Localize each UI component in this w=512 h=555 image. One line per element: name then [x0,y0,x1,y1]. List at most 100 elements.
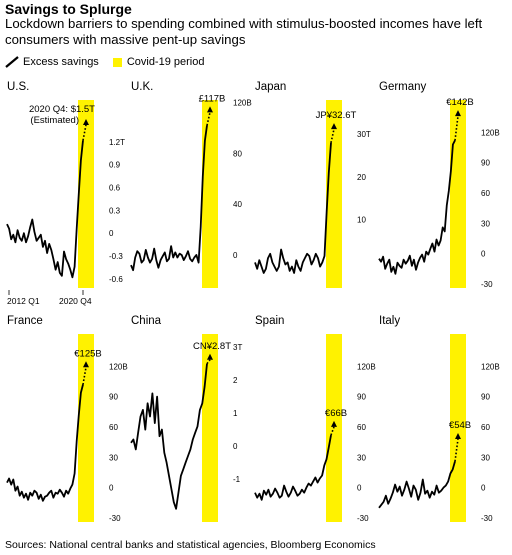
value-annotation: CN¥2.8T [193,341,231,352]
chart-title: Savings to Splurge [5,1,132,17]
y-tick-label: 30T [357,130,371,139]
y-tick-label: 120B [109,362,128,371]
y-tick-label: -30 [357,514,369,523]
y-tick-label: 60 [481,423,490,432]
y-tick-label: 90 [109,393,118,402]
y-tick-label: 120B [233,99,252,108]
y-tick-label: 2 [233,376,238,385]
panel-spain: Spain -30 0 30 60 90 120B €66B [254,315,376,523]
value-annotation-note: (Estimated) [30,115,79,126]
excess-savings-line [378,139,456,275]
value-annotation: €125B [74,348,101,359]
y-tick-label: 0.3 [109,206,121,215]
x-tick-label: 2012 Q1 [7,296,40,306]
value-annotation: €54B [449,420,471,431]
covid-band [78,100,94,288]
y-tick-label: -30 [481,514,493,523]
excess-savings-line [378,461,456,509]
y-tick-label: 30 [109,453,118,462]
estimate-dotted-line [330,128,335,143]
y-tick-label: 90 [481,393,490,402]
panel-u-s: U.S. -0.6 -0.3 0 0.3 0.6 0.9 1.2T 2012 Q1 2020 Q4… [6,81,125,306]
panel-u-k: U.K. 0 40 80 120B £117B [130,81,252,288]
covid-band [78,334,94,522]
estimate-dotted-line [454,438,459,462]
legend: Excess savings Covid-19 period [5,54,218,70]
y-tick-label: 120B [481,362,500,371]
panel-title: Germany [379,81,427,93]
y-tick-label: 0.9 [109,161,121,170]
panel-title: Italy [379,315,400,327]
panel-germany: Germany -30 0 30 60 90 120B €142B [378,81,500,289]
estimate-dotted-line [454,116,459,141]
excess-savings-line [130,363,208,510]
estimate-dotted-line [82,124,87,141]
excess-savings-line [6,384,84,502]
value-annotation: £117B [199,93,226,104]
estimate-arrow-icon [83,119,89,126]
y-tick-label: 30 [357,453,366,462]
y-tick-label: 30 [481,453,490,462]
estimate-arrow-icon [207,106,213,113]
source-note: Sources: National central banks and stat… [5,539,376,551]
y-tick-label: 120B [481,128,500,137]
y-tick-label: -30 [109,514,121,523]
y-tick-label: 10 [357,216,366,225]
estimate-arrow-icon [455,433,461,440]
y-tick-label: 0.6 [109,184,121,193]
panel-title: France [7,315,43,327]
estimate-dotted-line [206,112,211,126]
value-annotation: 2020 Q4: $1.5T [29,104,95,115]
y-tick-label: 3T [233,343,242,352]
legend-label-covid-period: Covid-19 period [126,56,205,68]
legend-item-excess-savings: Excess savings [5,56,99,68]
y-tick-label: 90 [357,393,366,402]
estimate-dotted-line [82,367,87,385]
y-tick-label: 60 [109,423,118,432]
value-annotation: €66B [325,408,347,419]
y-tick-label: 0 [481,250,486,259]
y-tick-label: -0.6 [109,275,123,284]
covid-band [202,100,218,288]
excess-savings-line [130,125,208,272]
y-tick-label: 30 [481,219,490,228]
y-tick-label: 1 [233,409,238,418]
estimate-arrow-icon [83,361,89,368]
y-tick-label: 90 [481,159,490,168]
y-tick-label: -1 [233,475,241,484]
panel-title: Japan [255,81,286,93]
y-tick-label: 80 [233,149,242,158]
estimate-arrow-icon [331,123,337,130]
y-tick-label: 60 [481,189,490,198]
panel-title: China [131,315,162,327]
y-tick-label: 0 [357,484,362,493]
value-annotation: €142B [446,97,473,108]
estimate-arrow-icon [331,420,337,427]
y-tick-label: 60 [357,423,366,432]
panel-france: France -30 0 30 60 90 120B €125B [6,315,128,523]
chart-subtitle: Lockdown barriers to spending combined w… [5,16,483,47]
y-tick-label: 0 [233,442,238,451]
y-tick-label: -0.3 [109,252,123,261]
panel-italy: Italy -30 0 30 60 90 120B €54B [378,315,500,523]
panel-title: U.K. [131,81,153,93]
excess-savings-line [254,434,332,501]
value-annotation: JP¥32.6T [316,110,357,121]
covid-band [450,100,466,288]
y-tick-label: 0 [109,229,114,238]
covid-band [450,334,466,522]
estimate-arrow-icon [455,110,461,117]
legend-item-covid-period: Covid-19 period [112,56,205,68]
covid-band [202,334,218,522]
estimate-dotted-line [206,359,211,365]
excess-savings-line [6,140,84,279]
panel-title: U.S. [7,81,29,93]
y-tick-label: 40 [233,200,242,209]
y-tick-label: 120B [357,362,376,371]
y-tick-label: 0 [233,251,238,260]
y-tick-label: 20 [357,173,366,182]
x-tick-label: 2020 Q4 [59,296,92,306]
